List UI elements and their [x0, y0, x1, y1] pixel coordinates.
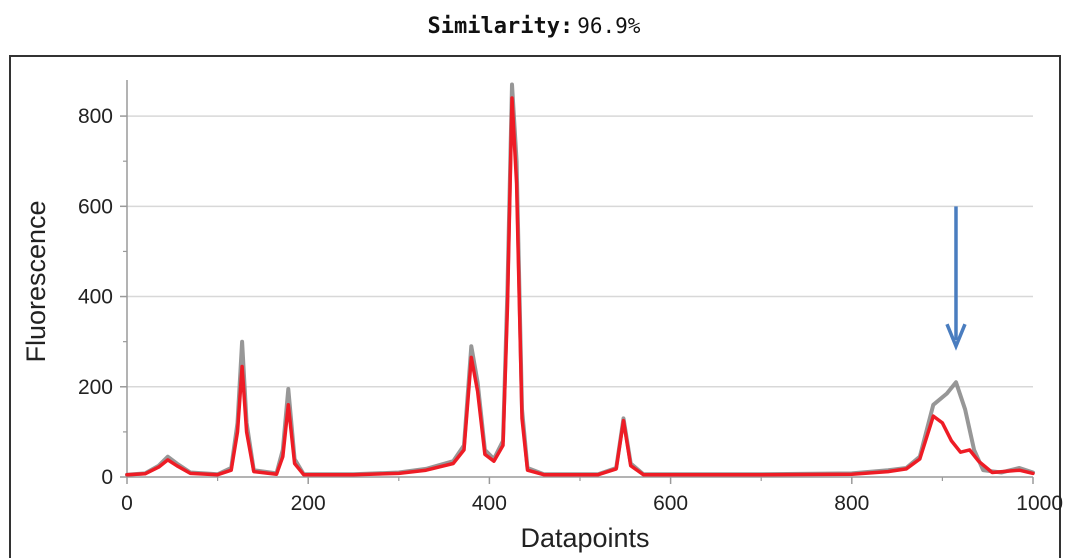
chart-frame — [9, 55, 1061, 558]
similarity-label: Similarity: — [427, 14, 574, 39]
series-line-2 — [125, 96, 1035, 477]
x-tick-label: 1000 — [1016, 492, 1063, 515]
x-axis-title: Datapoints — [520, 523, 649, 553]
x-tick-label: 400 — [472, 492, 507, 515]
similarity-header: Similarity: 96.9% — [0, 14, 1068, 39]
similarity-value: 96.9% — [577, 14, 641, 38]
y-tick-label: 400 — [78, 286, 113, 309]
x-tick-label: 800 — [834, 492, 869, 515]
y-tick-label: 0 — [101, 466, 113, 489]
y-tick-label: 600 — [78, 195, 113, 218]
annotation-arrow-head — [945, 323, 967, 351]
y-tick-label: 800 — [78, 105, 113, 128]
x-tick-label: 0 — [121, 492, 133, 515]
x-tick-label: 600 — [653, 492, 688, 515]
y-axis-title: Fluorescence — [21, 200, 51, 362]
x-tick-label: 200 — [291, 492, 326, 515]
y-tick-label: 200 — [78, 376, 113, 399]
